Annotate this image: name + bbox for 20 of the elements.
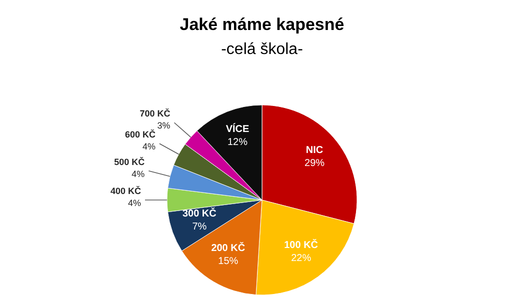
- slice-label: 500 KČ: [114, 156, 146, 167]
- slice-label: 600 KČ: [124, 128, 156, 140]
- data-label: 4%: [142, 142, 156, 152]
- slice-label: 400 KČ: [110, 185, 142, 196]
- slice-label: VÍCE: [226, 123, 250, 136]
- chart-subtitle: -celá škola-: [221, 41, 303, 58]
- slice-label: 300 KČ: [182, 208, 216, 220]
- data-label: 3%: [157, 120, 170, 131]
- data-label: 29%: [304, 158, 325, 170]
- slice-label: NIC: [306, 145, 324, 156]
- data-label: 7%: [192, 222, 207, 233]
- data-label: 4%: [132, 168, 145, 179]
- data-label: 22%: [291, 252, 312, 264]
- slice-label: 100 KČ: [284, 238, 318, 251]
- data-label: 4%: [128, 198, 141, 208]
- data-label: 12%: [228, 137, 248, 148]
- slice-label: 200 KČ: [211, 242, 246, 254]
- slice-label: 700 KČ: [140, 108, 171, 119]
- chart-title: Jaké máme kapesné: [180, 15, 344, 34]
- data-label: 15%: [218, 256, 238, 268]
